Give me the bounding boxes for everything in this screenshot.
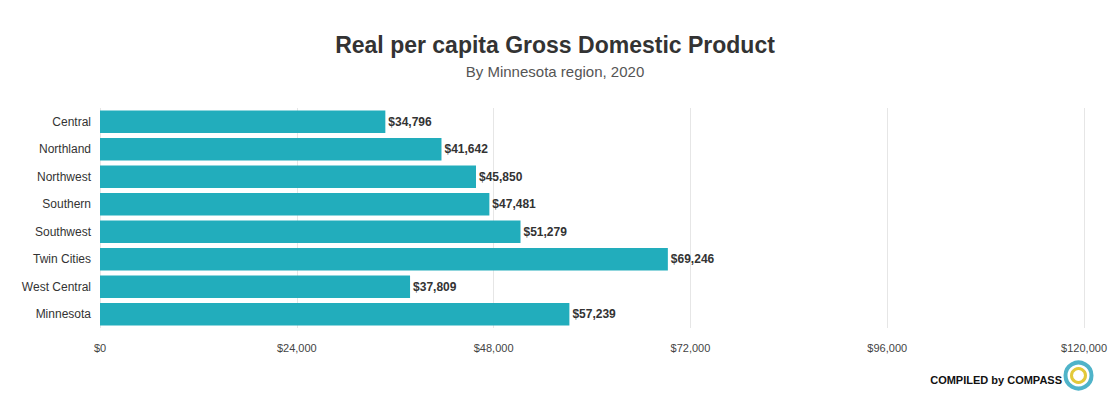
svg-text:Southern: Southern [42, 197, 91, 211]
svg-text:Southwest: Southwest [35, 225, 92, 239]
svg-text:$72,000: $72,000 [671, 342, 711, 354]
svg-text:$57,239: $57,239 [572, 307, 616, 321]
svg-text:COMPILED by COMPASS: COMPILED by COMPASS [930, 374, 1062, 386]
svg-text:$24,000: $24,000 [277, 342, 317, 354]
svg-text:Northwest: Northwest [37, 170, 92, 184]
svg-text:Northland: Northland [39, 142, 91, 156]
svg-text:West Central: West Central [22, 280, 91, 294]
svg-text:$48,000: $48,000 [474, 342, 514, 354]
svg-text:$47,481: $47,481 [492, 197, 536, 211]
svg-text:$37,809: $37,809 [413, 280, 457, 294]
svg-text:$41,642: $41,642 [444, 142, 488, 156]
svg-text:Minnesota: Minnesota [36, 307, 92, 321]
svg-text:By Minnesota region, 2020: By Minnesota region, 2020 [466, 63, 644, 80]
svg-text:$45,850: $45,850 [479, 170, 523, 184]
svg-text:Central: Central [52, 115, 91, 129]
svg-text:$96,000: $96,000 [867, 342, 907, 354]
svg-text:$69,246: $69,246 [671, 252, 715, 266]
svg-text:Twin Cities: Twin Cities [33, 252, 91, 266]
svg-text:$0: $0 [94, 342, 106, 354]
svg-text:$34,796: $34,796 [388, 115, 432, 129]
svg-text:Real per capita Gross Domestic: Real per capita Gross Domestic Product [335, 32, 775, 58]
svg-text:$120,000: $120,000 [1061, 342, 1107, 354]
svg-text:$51,279: $51,279 [524, 225, 568, 239]
